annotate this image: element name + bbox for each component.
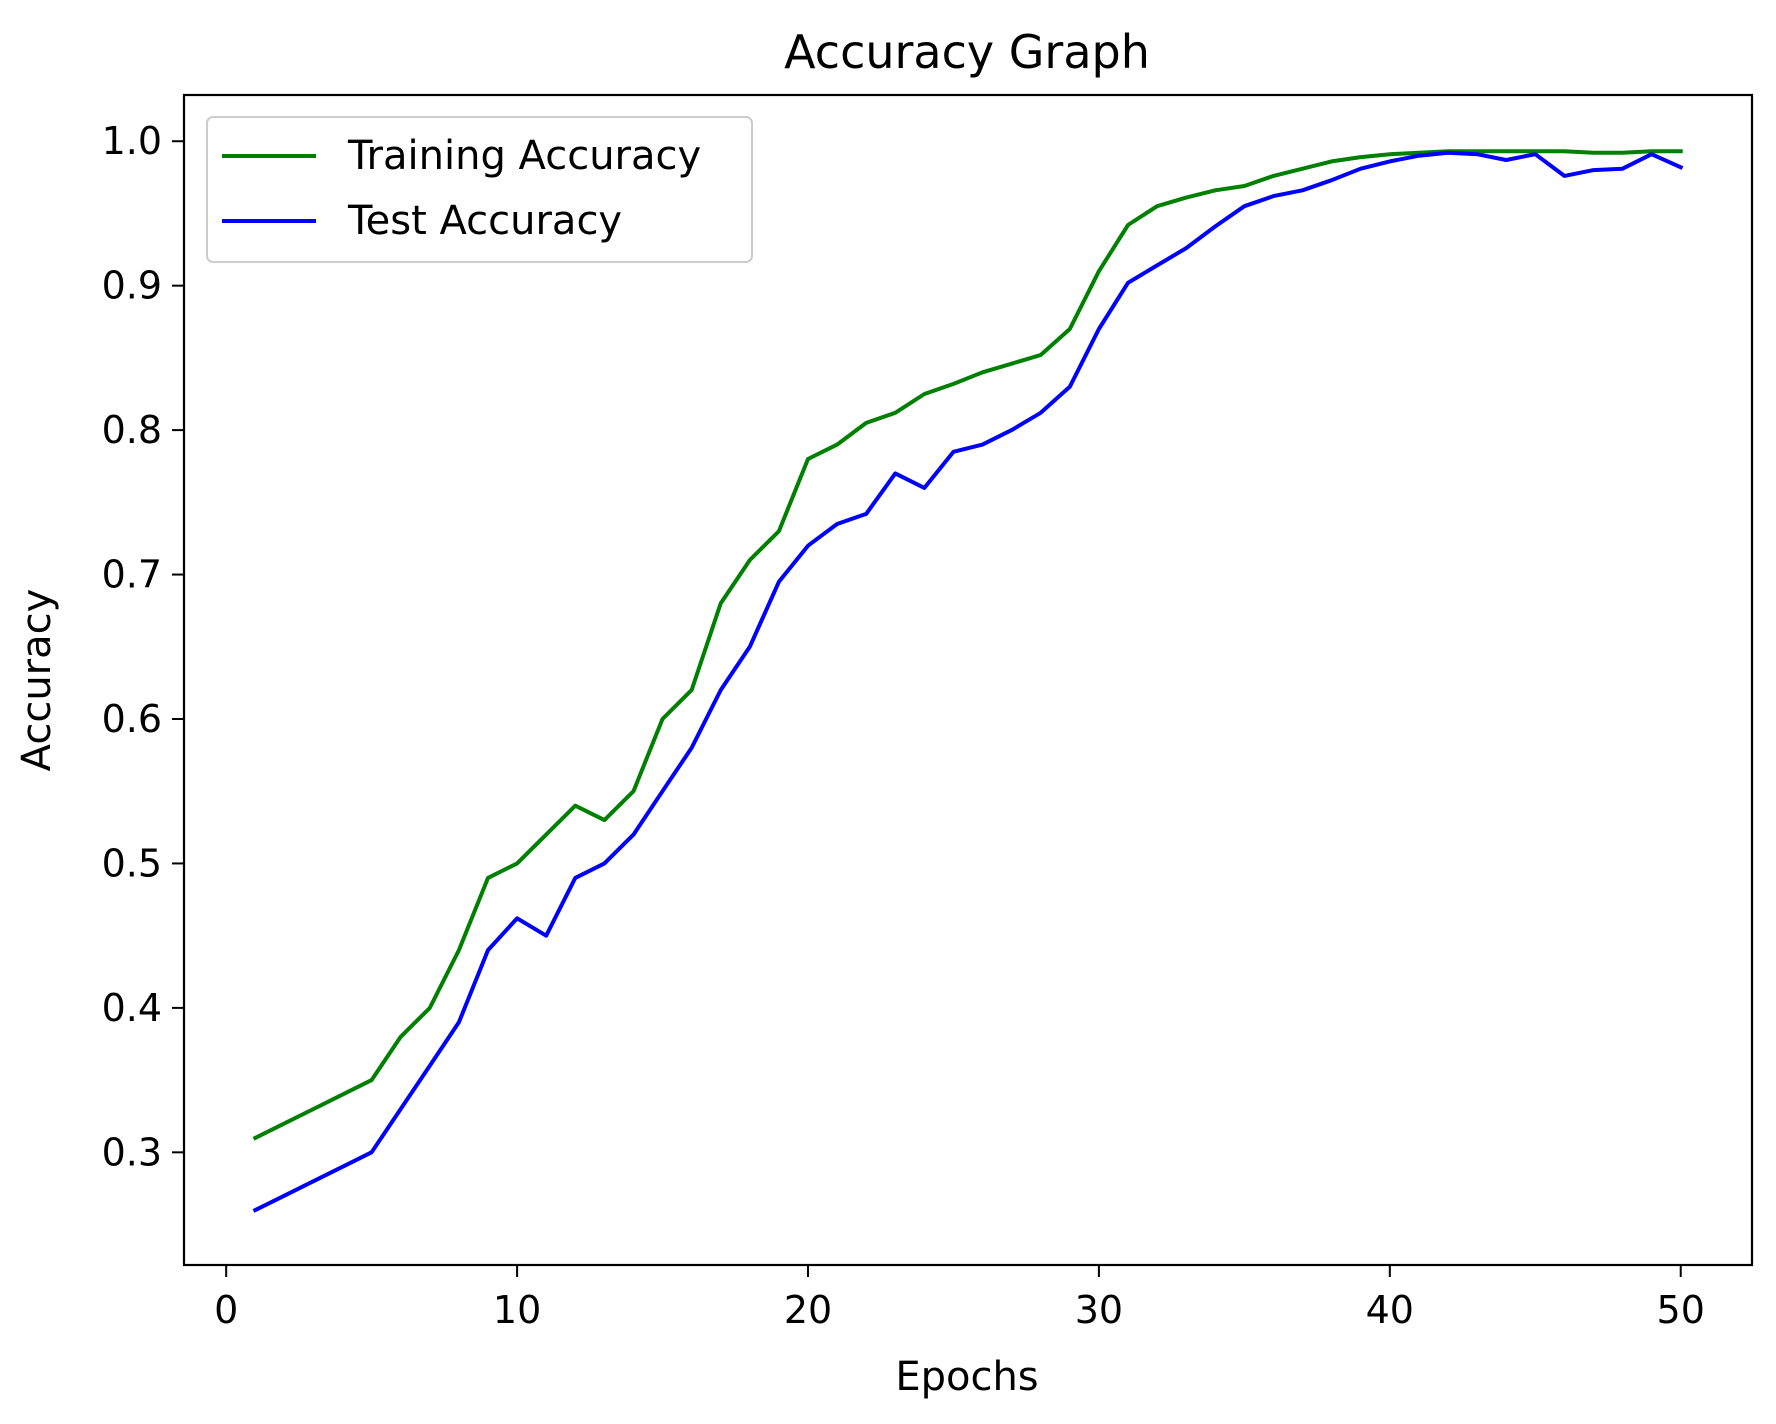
x-tick-label: 30 <box>1075 1288 1123 1332</box>
y-tick-label: 0.4 <box>102 986 162 1030</box>
y-tick-label: 0.7 <box>102 553 162 597</box>
x-tick-label: 20 <box>784 1288 832 1332</box>
legend-label-training-accuracy: Training Accuracy <box>347 133 701 179</box>
y-tick-label: 0.3 <box>102 1130 162 1174</box>
y-axis-label: Accuracy <box>14 589 60 772</box>
legend-label-test-accuracy: Test Accuracy <box>347 198 622 244</box>
x-tick-label: 0 <box>214 1288 238 1332</box>
y-tick-label: 1.0 <box>102 119 162 163</box>
x-axis-ticks: 0 10 20 30 40 50 <box>214 1265 1705 1332</box>
y-tick-label: 0.8 <box>102 408 162 452</box>
y-tick-label: 0.9 <box>102 264 162 308</box>
y-tick-label: 0.6 <box>102 697 162 741</box>
x-axis-label: Epochs <box>895 1354 1038 1400</box>
y-axis-ticks: 0.3 0.4 0.5 0.6 0.7 0.8 0.9 1.0 <box>102 119 184 1174</box>
chart-title: Accuracy Graph <box>784 25 1150 79</box>
plot-frame <box>182 93 1754 1267</box>
series-line-test-accuracy <box>252 150 1684 1213</box>
plot-series <box>252 149 1684 1213</box>
x-tick-label: 50 <box>1657 1288 1705 1332</box>
x-tick-label: 40 <box>1366 1288 1414 1332</box>
legend-box <box>206 116 753 263</box>
y-tick-label: 0.5 <box>102 841 162 885</box>
legend: Training Accuracy Test Accuracy <box>206 116 753 263</box>
x-tick-label: 10 <box>493 1288 541 1332</box>
